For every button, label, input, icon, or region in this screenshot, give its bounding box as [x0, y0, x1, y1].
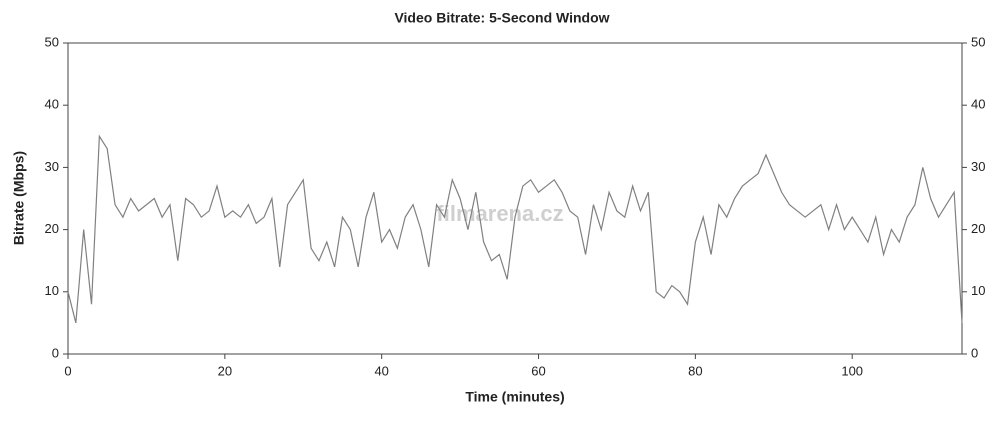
y-tick-label: 30: [45, 159, 59, 174]
x-tick-label: 100: [841, 363, 863, 378]
y2-tick-label: 50: [971, 34, 985, 49]
y2-tick-label: 30: [971, 159, 985, 174]
x-axis-label: Time (minutes): [465, 389, 564, 405]
x-tick-label: 80: [688, 363, 702, 378]
y-tick-label: 50: [45, 34, 59, 49]
x-tick-label: 60: [531, 363, 545, 378]
data-line: [67, 134, 963, 324]
chart-title: Video Bitrate: 5-Second Window: [394, 10, 609, 26]
y-tick-label: 40: [45, 97, 59, 112]
watermark: filmarena.cz: [436, 201, 563, 226]
x-tick-label: 40: [374, 363, 388, 378]
plot-frame: [67, 42, 963, 355]
y-tick-label: 0: [52, 345, 59, 360]
y2-tick-label: 0: [971, 345, 978, 360]
y2-tick-label: 10: [971, 283, 985, 298]
y2-tick-label: 40: [971, 97, 985, 112]
y-tick-label: 20: [45, 221, 59, 236]
x-tick-label: 20: [218, 363, 232, 378]
y-tick-label: 10: [45, 283, 59, 298]
y-axis-label: Bitrate (Mbps): [11, 151, 27, 245]
x-tick-label: 0: [64, 363, 71, 378]
y2-tick-label: 20: [971, 221, 985, 236]
